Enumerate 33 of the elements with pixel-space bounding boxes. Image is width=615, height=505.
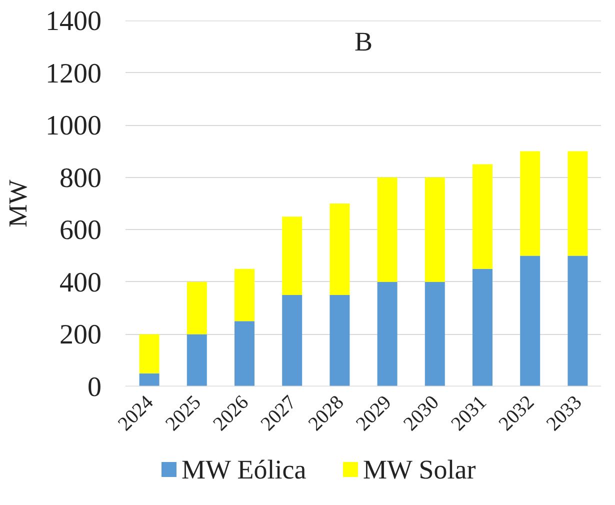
- bar: [377, 177, 398, 282]
- bar: [472, 268, 492, 386]
- bar: [424, 282, 445, 386]
- y-axis-title: MW: [4, 179, 32, 228]
- bar: [568, 256, 588, 386]
- bar: [139, 334, 160, 374]
- y-tick-label: 600: [60, 215, 102, 246]
- x-tick-label: 2031: [447, 391, 491, 436]
- y-tick-label: 200: [60, 320, 102, 351]
- y-tick-label: 1400: [46, 6, 102, 37]
- bar: [472, 164, 492, 269]
- bar: [520, 151, 540, 256]
- bar: [282, 295, 302, 386]
- legend-label: MW Solar: [363, 454, 476, 484]
- bar: [234, 268, 254, 322]
- y-tick-label: 1200: [46, 58, 102, 90]
- chart-title: B: [354, 26, 373, 56]
- bar: [520, 256, 540, 386]
- bar: [139, 373, 160, 386]
- bar: [568, 151, 588, 256]
- bar: [282, 216, 302, 295]
- bar: [186, 334, 207, 386]
- legend-label: MW Eólica: [182, 454, 306, 484]
- bar: [377, 282, 398, 386]
- bar: [234, 321, 254, 386]
- bar: [330, 204, 350, 295]
- y-tick-label: 800: [60, 162, 102, 194]
- bar: [186, 282, 207, 334]
- bar: [330, 295, 350, 386]
- y-tick-label: 400: [60, 267, 102, 298]
- y-tick-label: 0: [88, 372, 102, 403]
- y-tick-label: 1000: [46, 110, 102, 142]
- bar: [424, 177, 445, 282]
